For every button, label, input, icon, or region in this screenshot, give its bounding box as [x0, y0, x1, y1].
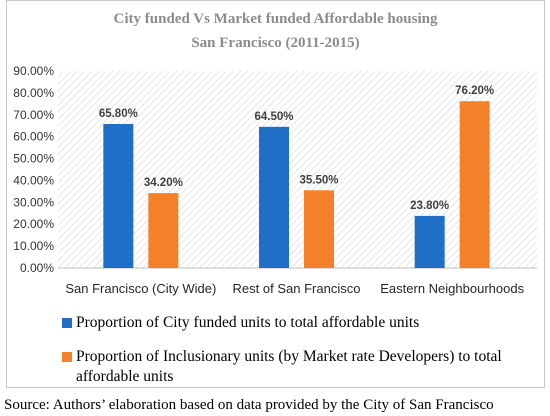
y-tick-label: 30.00% — [13, 195, 54, 209]
x-category-label: Eastern Neighbourhoods — [380, 281, 524, 296]
plot-area: 0.00% 10.00% 20.00% 30.00% 40.00% 50.00% 60.00… — [13, 64, 537, 296]
chart-title: City funded Vs Market funded Affordable … — [114, 11, 438, 27]
bar-series-1-category-3 — [414, 215, 445, 268]
data-label: 76.20% — [455, 85, 494, 97]
y-tick-label: 50.00% — [13, 152, 54, 166]
bar-series-2-category-2 — [304, 190, 334, 268]
x-category-label: Rest of San Francisco — [233, 281, 361, 296]
data-label: 65.80% — [99, 108, 138, 120]
y-tick-label: 20.00% — [13, 217, 54, 231]
y-tick-label: 10.00% — [13, 239, 54, 253]
y-tick-label: 0.00% — [20, 261, 54, 275]
data-label: 35.50% — [299, 174, 338, 186]
y-tick-label: 90.00% — [13, 64, 54, 78]
plot-area-background — [58, 71, 537, 268]
data-label: 34.20% — [144, 177, 183, 189]
bar-series-1-category-1 — [103, 123, 134, 269]
chart-subtitle: San Francisco (2011-2015) — [191, 35, 359, 51]
legend-label-inclusionary: Proportion of Inclusionary units (by Mar… — [76, 348, 502, 385]
bar-series-2-category-1 — [148, 193, 179, 268]
y-tick-label: 70.00% — [13, 108, 54, 122]
legend-swatch-city-funded — [62, 318, 72, 328]
legend-item-city-funded: Proportion of City funded units to total… — [62, 313, 542, 333]
y-tick-label: 40.00% — [13, 173, 54, 187]
bar-series-2-category-3 — [459, 101, 490, 268]
legend-label-city-funded: Proportion of City funded units to total… — [76, 314, 420, 331]
legend-item-inclusionary: Proportion of Inclusionary units (by Mar… — [62, 347, 542, 387]
y-tick-label: 80.00% — [13, 86, 54, 100]
bar-series-1-category-2 — [259, 126, 289, 268]
source-caption: Source: Authors’ elaboration based on da… — [4, 397, 494, 413]
data-label: 23.80% — [410, 200, 449, 212]
y-tick-label: 60.00% — [13, 130, 54, 144]
legend-swatch-inclusionary — [62, 352, 72, 362]
data-label: 64.50% — [254, 111, 293, 123]
x-category-label: San Francisco (City Wide) — [65, 281, 216, 296]
